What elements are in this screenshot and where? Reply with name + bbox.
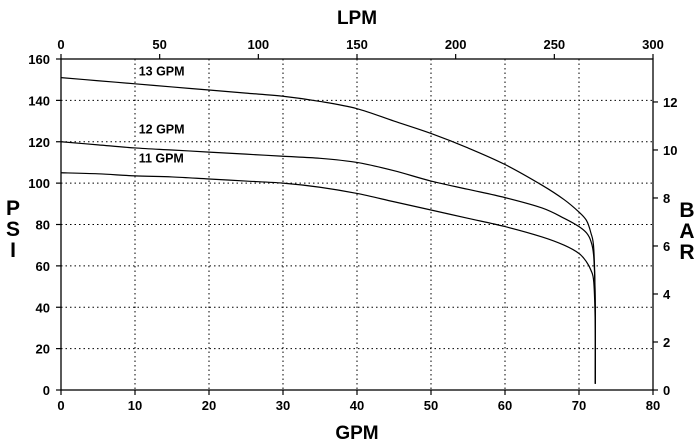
y-title-letter: P <box>6 197 20 220</box>
y2-tick-label: 4 <box>663 287 671 302</box>
x-tick-label: 40 <box>350 398 364 413</box>
x-tick-label: 0 <box>57 398 64 413</box>
x2-axis-title: LPM <box>337 8 377 29</box>
x-tick-label: 60 <box>498 398 512 413</box>
y2-tick-label: 8 <box>663 191 670 206</box>
x-tick-label: 20 <box>202 398 216 413</box>
axis-ticks <box>56 54 658 395</box>
curve-11-gpm <box>60 172 596 384</box>
y-tick-label: 120 <box>28 135 50 150</box>
curve-12-gpm <box>60 141 596 384</box>
y2-title-letter: A <box>679 220 694 243</box>
y2-title-letter: B <box>679 199 694 222</box>
y2-tick-label: 0 <box>663 383 670 398</box>
x2-tick-label: 100 <box>247 37 269 52</box>
y-title-letter: S <box>6 218 20 241</box>
performance-curves: 13 GPM 12 GPM 11 GPM <box>60 65 596 384</box>
curve-label-12-gpm: 12 GPM <box>139 122 185 136</box>
x2-tick-label: 200 <box>445 37 467 52</box>
y-tick-label: 60 <box>36 259 50 274</box>
y-tick-label: 40 <box>36 300 50 315</box>
y2-axis-title: BAR <box>679 199 694 264</box>
y2-title-letter: R <box>679 241 694 264</box>
y-tick-label: 160 <box>28 52 50 67</box>
y2-tick-label: 6 <box>663 239 670 254</box>
x-tick-label: 30 <box>276 398 290 413</box>
curve-label-13-gpm: 13 GPM <box>139 65 185 79</box>
x2-tick-label: 250 <box>543 37 565 52</box>
x-tick-label: 10 <box>128 398 142 413</box>
x2-tick-label: 0 <box>57 37 64 52</box>
curve-13-gpm <box>60 77 596 384</box>
x2-tick-label: 300 <box>642 37 664 52</box>
x-axis-title: GPM <box>335 423 378 444</box>
x-tick-label: 70 <box>572 398 586 413</box>
y-axis-title: PSI <box>6 197 20 262</box>
y-title-letter: I <box>10 239 16 262</box>
y-tick-label: 140 <box>28 93 50 108</box>
x2-tick-label: 50 <box>152 37 166 52</box>
y-tick-label: 80 <box>36 218 50 233</box>
x-tick-label: 50 <box>424 398 438 413</box>
x-tick-label: 80 <box>646 398 660 413</box>
y-tick-label: 100 <box>28 176 50 191</box>
y2-tick-label: 2 <box>663 335 670 350</box>
y-tick-label: 20 <box>36 342 50 357</box>
y-tick-label: 0 <box>43 383 50 398</box>
grid-lines <box>61 59 653 390</box>
curve-label-11-gpm: 11 GPM <box>139 151 184 165</box>
x2-tick-label: 150 <box>346 37 368 52</box>
y2-tick-label: 10 <box>663 143 677 158</box>
y2-tick-label: 12 <box>663 95 677 110</box>
